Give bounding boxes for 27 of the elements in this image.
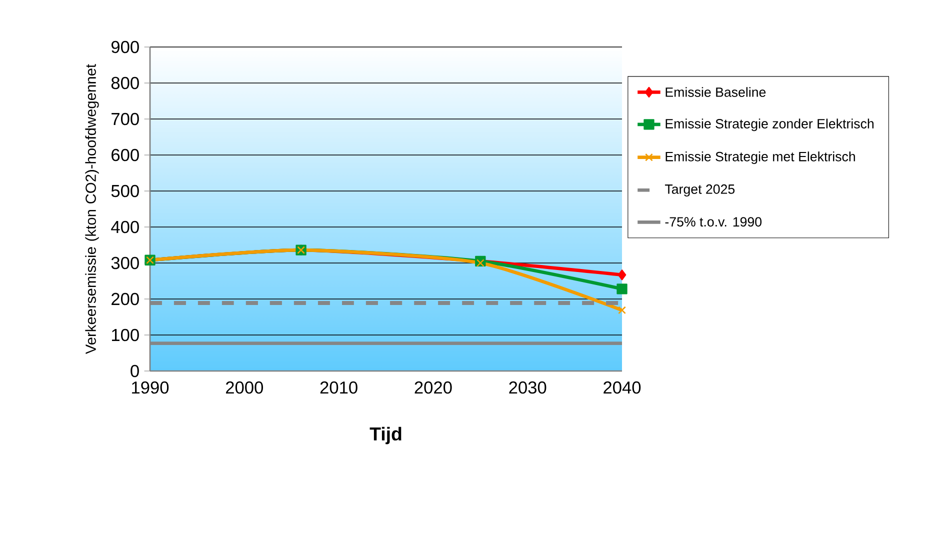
y-tick-label: 200 bbox=[112, 292, 139, 306]
x-tick-label: 2010 bbox=[320, 381, 358, 394]
legend-label: Emissie Baseline bbox=[666, 87, 766, 97]
x-tick-label: 1990 bbox=[132, 381, 169, 394]
y-tick-label: 600 bbox=[112, 148, 139, 162]
y-tick-label: 700 bbox=[112, 112, 139, 126]
point bbox=[618, 306, 626, 314]
point bbox=[618, 270, 626, 280]
y-tick-label: 300 bbox=[111, 256, 139, 270]
y-tick-label: 900 bbox=[112, 40, 139, 54]
y-tick-label: 500 bbox=[111, 184, 139, 198]
y-tick-label: 0 bbox=[130, 364, 139, 378]
x-tick-label: 2020 bbox=[414, 381, 452, 394]
y-tick-label: 400 bbox=[111, 220, 139, 234]
x-axis-title: Tijd bbox=[370, 426, 402, 444]
y-tick-label: 100 bbox=[112, 328, 139, 342]
x-tick-label: 2040 bbox=[604, 381, 641, 394]
point bbox=[616, 284, 628, 294]
x-tick-label: 2030 bbox=[509, 381, 546, 394]
legend-label: -75% t.o.v. 1990 bbox=[665, 217, 762, 227]
legend-label: Target 2025 bbox=[664, 184, 735, 196]
x-tick-label: 2000 bbox=[226, 381, 264, 394]
legend-label: Emissie Strategie zonder Elektrisch bbox=[666, 118, 874, 132]
legend-label: Emissie Strategie met Elektrisch bbox=[666, 152, 855, 164]
y-tick-label: 800 bbox=[111, 76, 139, 90]
y-axis-title: Verkeersemissie (kton CO2)-hoofdwegennet bbox=[85, 64, 99, 354]
point bbox=[476, 259, 484, 267]
